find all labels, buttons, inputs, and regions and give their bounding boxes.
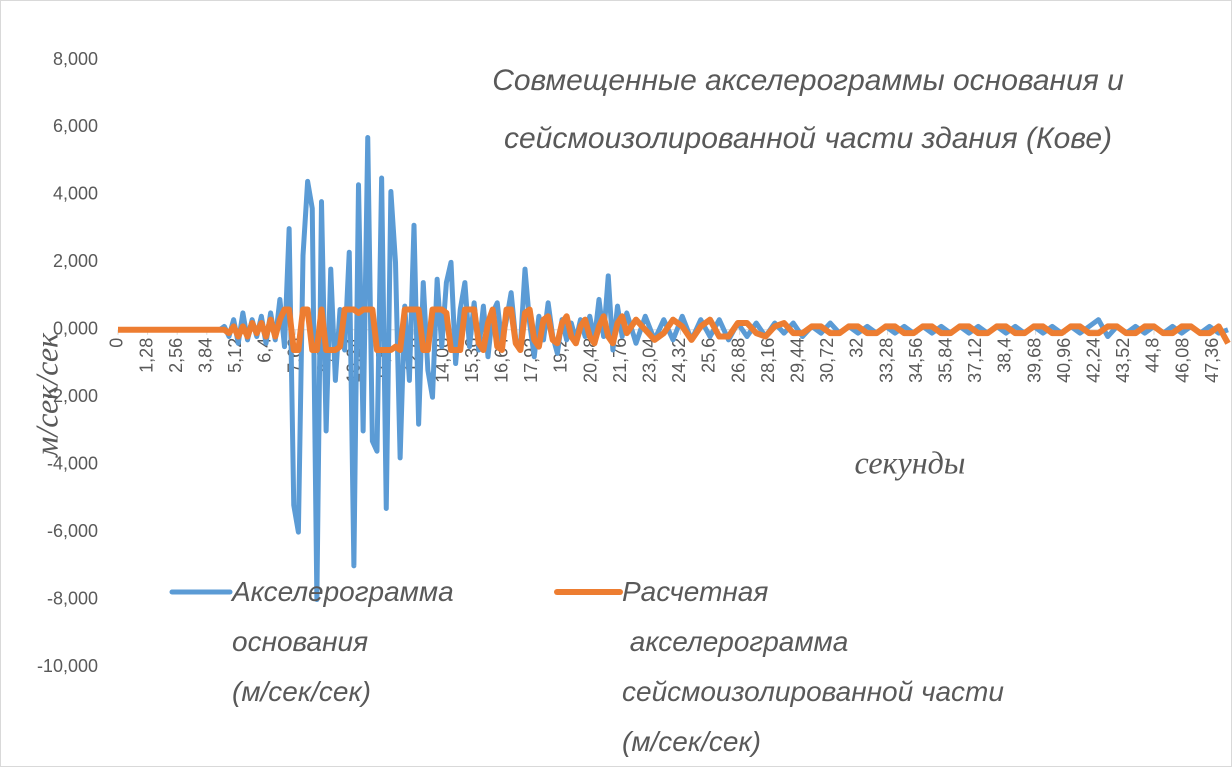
x-tick-label: 37,12 — [965, 338, 985, 383]
x-tick-label: 1,28 — [136, 338, 156, 373]
x-tick-label: 42,24 — [1084, 338, 1104, 383]
x-tick-label: 23,04 — [640, 338, 660, 383]
x-tick-label: 35,84 — [936, 338, 956, 383]
x-tick-label: 0 — [107, 338, 127, 348]
y-tick-label: -2,000 — [47, 386, 98, 406]
x-axis-title: секунды — [855, 444, 966, 480]
series-line — [118, 306, 1231, 354]
x-tick-label: 5,12 — [225, 338, 245, 373]
x-tick-label: 14,08 — [432, 338, 452, 383]
x-tick-label: 47,36 — [1202, 338, 1222, 383]
y-tick-label: 6,000 — [53, 116, 98, 136]
legend-label: Акселерограмма основания (м/сек/сек) — [232, 576, 454, 707]
y-tick-label: -6,000 — [47, 521, 98, 541]
x-tick-label: 34,56 — [906, 338, 926, 383]
x-tick-label: 30,72 — [817, 338, 837, 383]
x-tick-label: 2,56 — [166, 338, 186, 373]
x-tick-label: 38,4 — [995, 338, 1015, 373]
x-tick-label: 24,32 — [669, 338, 689, 383]
x-tick-label: 46,08 — [1172, 338, 1192, 383]
x-tick-label: 3,84 — [196, 338, 216, 373]
x-tick-label: 33,28 — [876, 338, 896, 383]
y-tick-label: 8,000 — [53, 49, 98, 69]
y-tick-label: 2,000 — [53, 251, 98, 271]
y-tick-label: 4,000 — [53, 184, 98, 204]
x-tick-label: 43,52 — [1113, 338, 1133, 383]
y-axis-title: м/сек/сек — [28, 332, 64, 458]
x-tick-label: 39,68 — [1024, 338, 1044, 383]
x-tick-label: 6,4 — [255, 338, 275, 363]
chart-title: Совмещенные акселерограммы основания и — [492, 64, 1124, 97]
x-tick-label: 40,96 — [1054, 338, 1074, 383]
y-tick-label: -10,000 — [37, 656, 98, 676]
legend-label: Расчетная акселерограмма сейсмоизолирова… — [622, 576, 1004, 757]
x-tick-label: 29,44 — [788, 338, 808, 383]
y-tick-label: -8,000 — [47, 588, 98, 608]
x-tick-label: 28,16 — [758, 338, 778, 383]
y-tick-label: 0,000 — [53, 319, 98, 339]
x-tick-label: 25,6 — [699, 338, 719, 373]
y-tick-label: -4,000 — [47, 453, 98, 473]
x-tick-label: 20,48 — [580, 338, 600, 383]
x-tick-label: 32 — [847, 338, 867, 358]
chart-title: сейсмоизолированной части здания (Кове) — [504, 122, 1112, 155]
x-tick-label: 26,88 — [728, 338, 748, 383]
x-tick-label: 44,8 — [1143, 338, 1163, 373]
